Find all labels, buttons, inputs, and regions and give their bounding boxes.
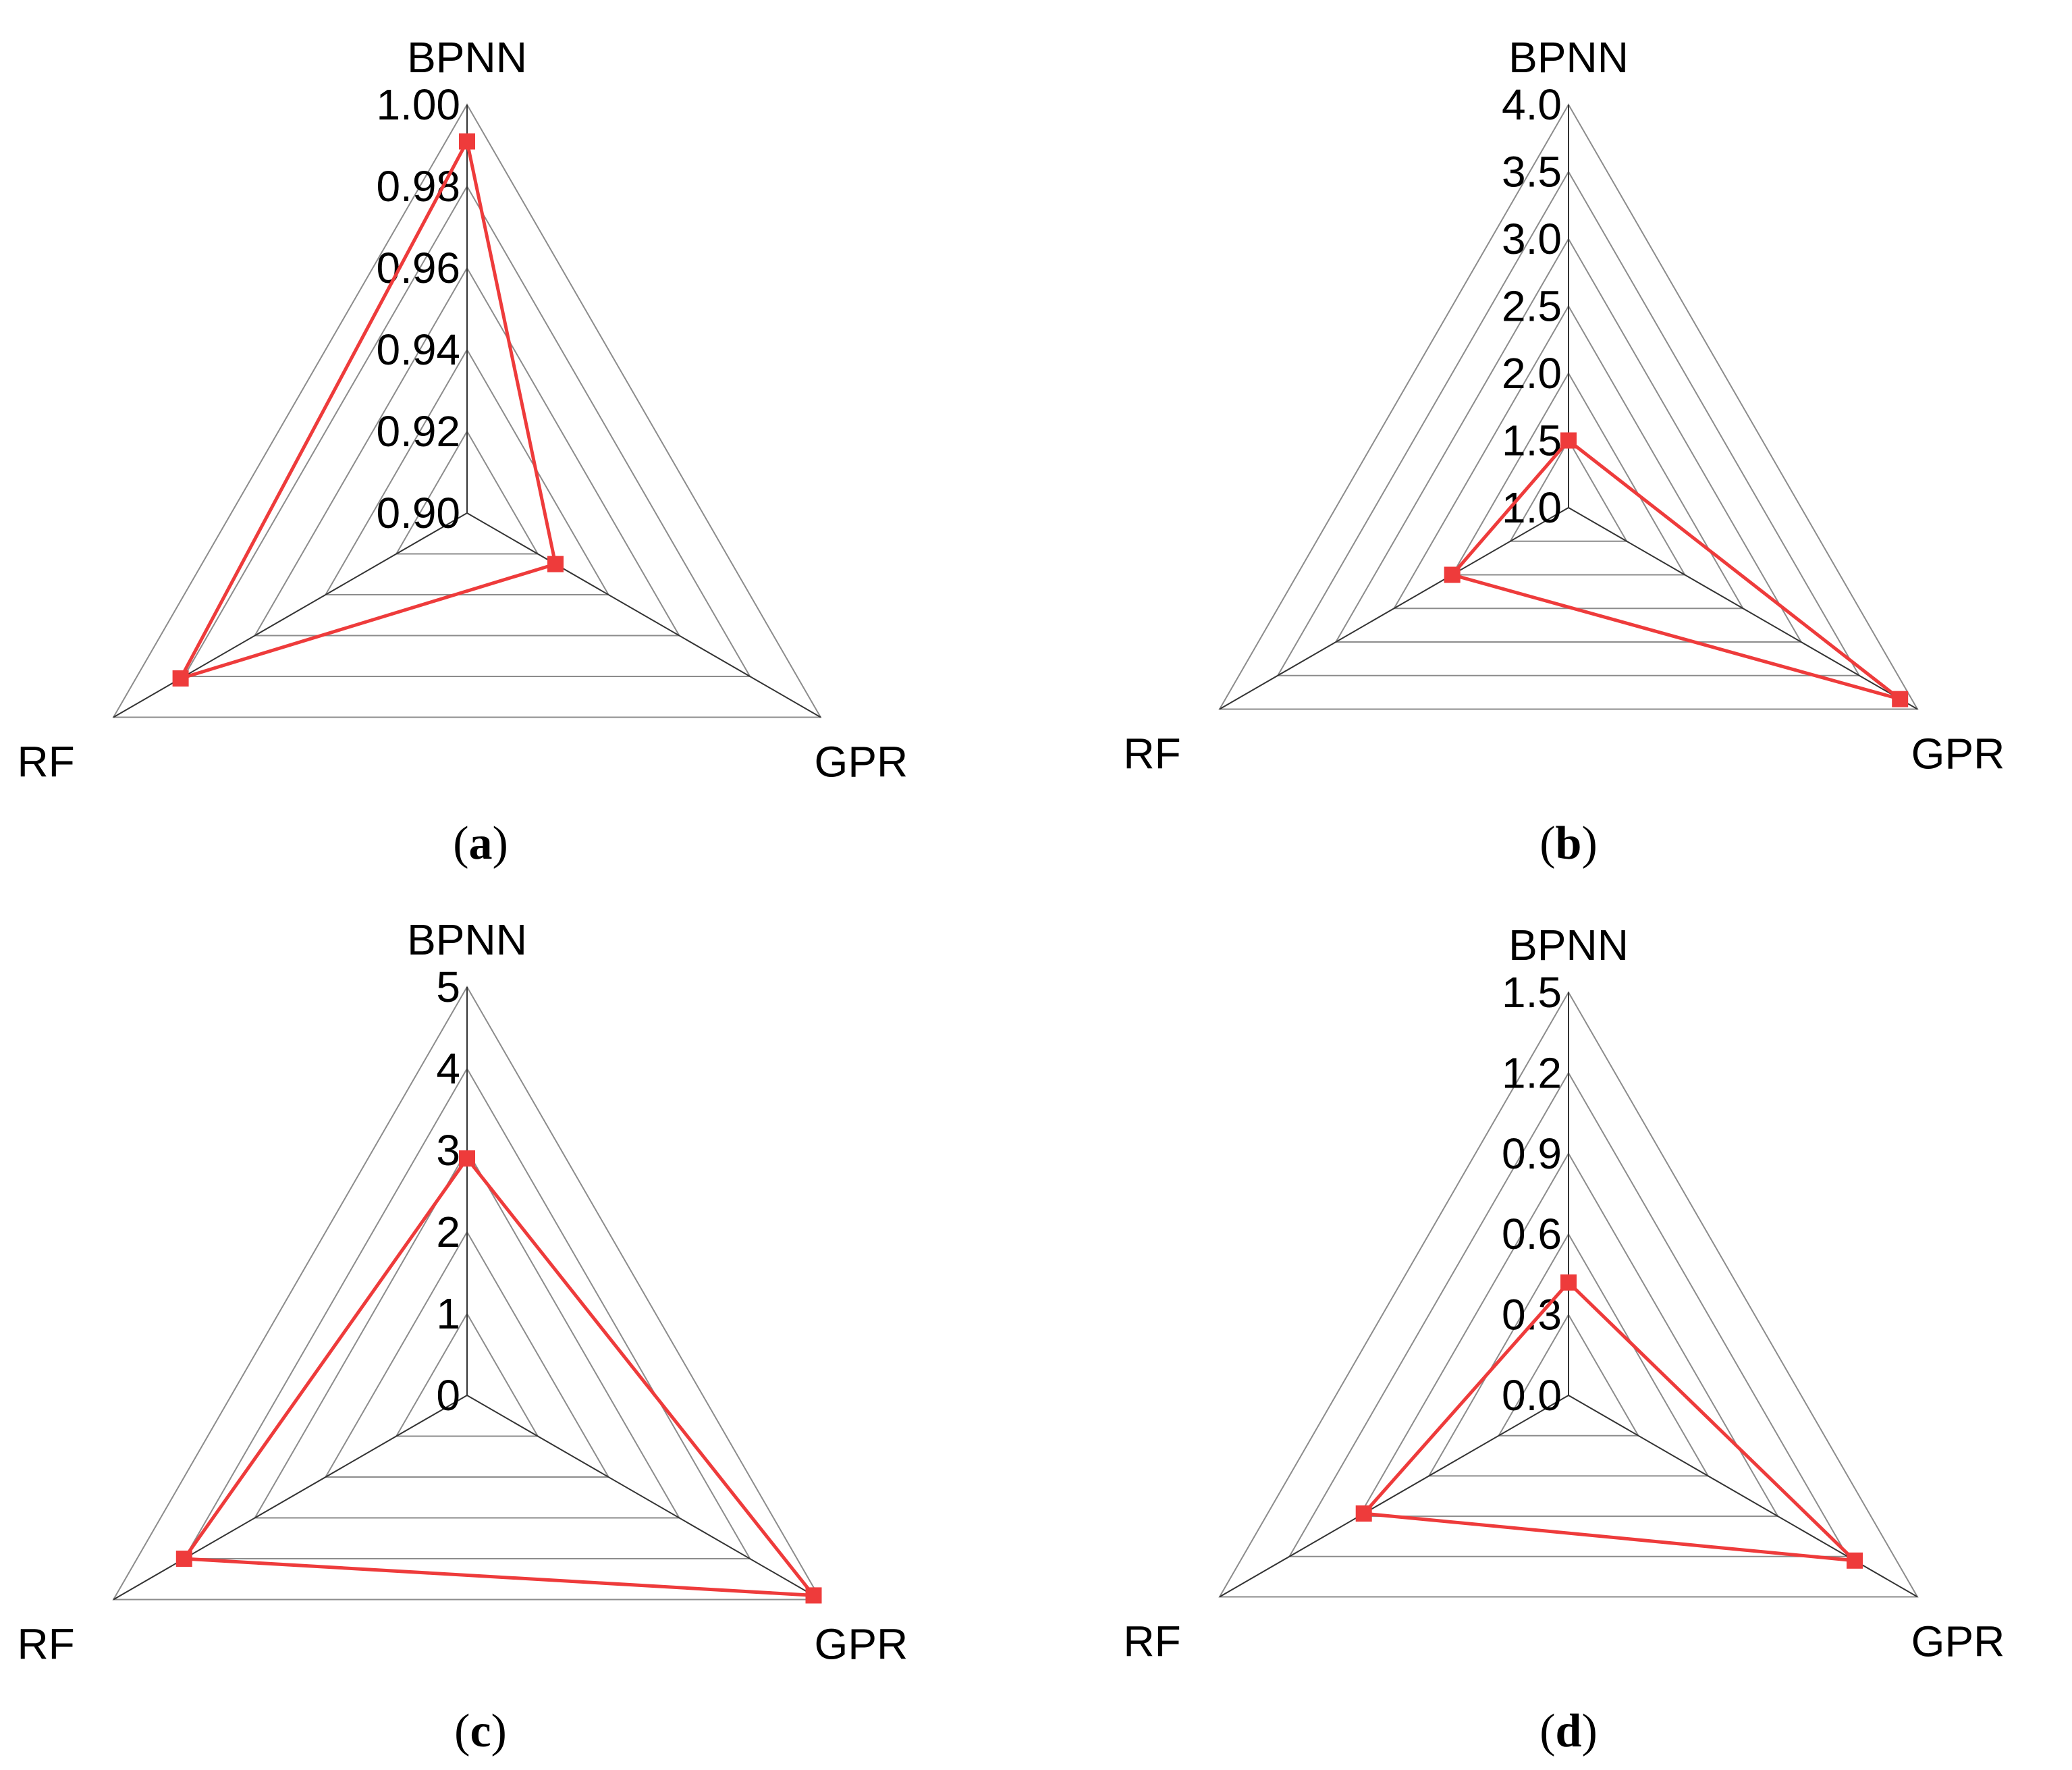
tick-label: 0.92 bbox=[376, 407, 460, 456]
tick-label: 3.0 bbox=[1502, 215, 1562, 263]
tick-label: 0.90 bbox=[376, 489, 460, 537]
panel-caption: (a) bbox=[453, 817, 508, 869]
tick-label: 0.6 bbox=[1502, 1210, 1562, 1258]
spoke-rf bbox=[113, 512, 468, 718]
panel-caption: (d) bbox=[1539, 1705, 1598, 1757]
series-line bbox=[181, 1155, 817, 1598]
tick-label: 0.0 bbox=[1502, 1371, 1562, 1420]
axis-label-gpr: GPR bbox=[815, 1620, 908, 1669]
axis-label-bpnn: BPNN bbox=[407, 33, 527, 82]
tick-label: 1 bbox=[436, 1289, 460, 1338]
grid-ring-1 bbox=[1497, 1313, 1640, 1437]
data-point-rf bbox=[172, 670, 189, 687]
data-point-gpr bbox=[547, 556, 564, 572]
tick-label: 0.98 bbox=[376, 162, 460, 211]
axis-label-rf: RF bbox=[17, 1620, 74, 1669]
axis-label-gpr: GPR bbox=[1911, 730, 2005, 778]
grid-ring-4 bbox=[1334, 238, 1803, 643]
spoke-rf bbox=[113, 1395, 468, 1601]
data-point-bpnn bbox=[459, 1150, 475, 1167]
grid-ring-5 bbox=[112, 103, 822, 718]
grid-ring-4 bbox=[1288, 1071, 1849, 1557]
tick-label: 1.5 bbox=[1502, 968, 1562, 1017]
tick-label: 2 bbox=[436, 1208, 460, 1256]
spoke-gpr bbox=[466, 512, 821, 718]
axis-label-bpnn: BPNN bbox=[1508, 33, 1629, 82]
grid-ring-3 bbox=[1358, 1152, 1779, 1518]
tick-label: 0 bbox=[436, 1371, 460, 1420]
data-point-gpr bbox=[1847, 1552, 1863, 1569]
grid-ring-2 bbox=[324, 1231, 610, 1478]
data-point-bpnn bbox=[1560, 432, 1577, 449]
spoke-gpr bbox=[1568, 1395, 1918, 1598]
grid-ring-5 bbox=[1218, 990, 1919, 1598]
axis-label-gpr: GPR bbox=[815, 738, 908, 786]
grid-ring-2 bbox=[1427, 1233, 1710, 1477]
spoke-rf bbox=[1219, 507, 1569, 710]
tick-label: 3.5 bbox=[1502, 148, 1562, 196]
grid-ring-1 bbox=[395, 1312, 539, 1437]
tick-label: 2.5 bbox=[1502, 282, 1562, 331]
spoke-rf bbox=[1219, 1395, 1569, 1598]
tick-label: 5 bbox=[436, 963, 460, 1011]
series-line bbox=[1449, 438, 1901, 701]
grid-ring-6 bbox=[1218, 103, 1919, 710]
data-point-gpr bbox=[805, 1587, 822, 1604]
panel-caption: (c) bbox=[454, 1705, 507, 1757]
grid-ring-2 bbox=[1450, 371, 1687, 576]
data-point-bpnn bbox=[1560, 1274, 1577, 1291]
data-point-gpr bbox=[1892, 691, 1909, 707]
axis-label-bpnn: BPNN bbox=[1508, 921, 1629, 969]
grid-ring-3 bbox=[253, 1149, 681, 1519]
tick-label: 0.9 bbox=[1502, 1129, 1562, 1178]
axis-label-rf: RF bbox=[1123, 730, 1180, 778]
grid-ring-1 bbox=[395, 430, 539, 555]
data-point-bpnn bbox=[459, 133, 475, 150]
data-point-rf bbox=[1444, 566, 1461, 583]
tick-label: 2.0 bbox=[1502, 349, 1562, 398]
axis-label-rf: RF bbox=[1123, 1617, 1180, 1666]
data-point-rf bbox=[175, 1551, 192, 1567]
grid-ring-3 bbox=[253, 267, 681, 637]
data-point-rf bbox=[1355, 1505, 1372, 1522]
spoke-gpr bbox=[1568, 507, 1918, 710]
tick-label: 3 bbox=[436, 1126, 460, 1175]
grid-ring-4 bbox=[183, 185, 751, 677]
series-line bbox=[1360, 1280, 1859, 1563]
tick-label: 0.3 bbox=[1502, 1291, 1562, 1339]
series-line bbox=[177, 136, 557, 682]
grid-ring-1 bbox=[1509, 439, 1628, 542]
grid-ring-5 bbox=[112, 985, 822, 1601]
grid-ring-5 bbox=[1276, 170, 1861, 676]
tick-label: 0.94 bbox=[376, 325, 460, 374]
panel-caption: (b) bbox=[1539, 817, 1598, 869]
tick-label: 1.00 bbox=[376, 80, 460, 129]
tick-label: 1.5 bbox=[1502, 417, 1562, 465]
tick-label: 4.0 bbox=[1502, 80, 1562, 129]
spoke-gpr bbox=[466, 1395, 821, 1601]
grid-ring-4 bbox=[183, 1067, 751, 1559]
axis-label-gpr: GPR bbox=[1911, 1617, 2005, 1666]
tick-label: 1.2 bbox=[1502, 1048, 1562, 1097]
axis-label-rf: RF bbox=[17, 738, 74, 786]
axis-label-bpnn: BPNN bbox=[407, 915, 527, 964]
tick-label: 4 bbox=[436, 1044, 460, 1093]
